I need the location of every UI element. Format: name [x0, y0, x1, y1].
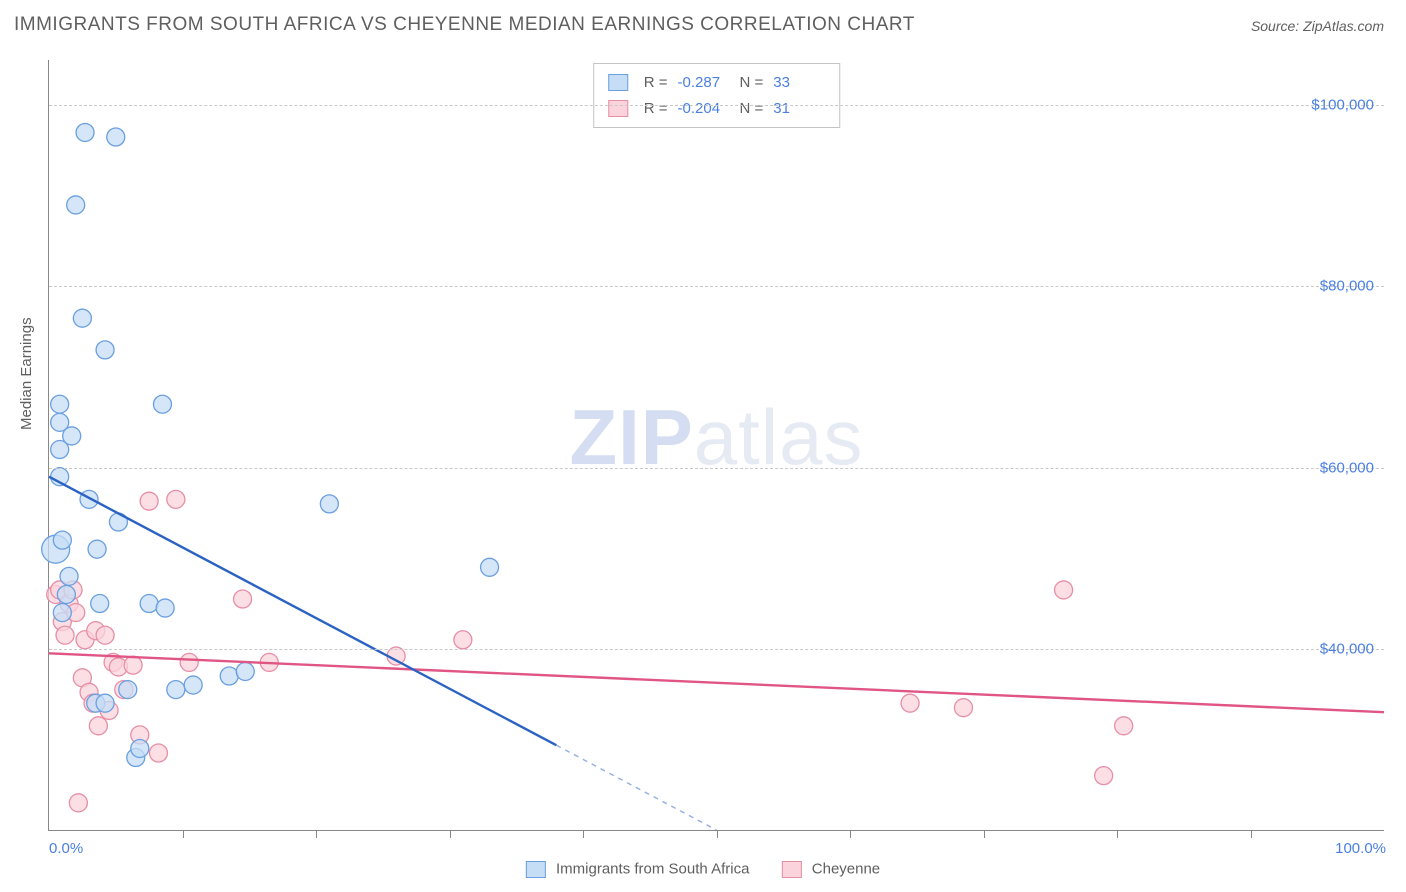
- trendline: [49, 653, 1384, 712]
- data-point: [1095, 767, 1113, 785]
- series-legend: Immigrants from South Africa Cheyenne: [512, 860, 894, 878]
- x-max-label: 100.0%: [1335, 840, 1386, 857]
- gridline: [49, 468, 1384, 469]
- y-axis-label: Median Earnings: [18, 317, 35, 430]
- data-point: [901, 694, 919, 712]
- y-tick-label: $40,000: [1320, 640, 1374, 657]
- trendline-extrapolated: [556, 745, 716, 830]
- data-point: [149, 744, 167, 762]
- data-point: [131, 739, 149, 757]
- data-point: [320, 495, 338, 513]
- data-point: [1115, 717, 1133, 735]
- y-tick-label: $80,000: [1320, 278, 1374, 295]
- chart-title: IMMIGRANTS FROM SOUTH AFRICA VS CHEYENNE…: [14, 14, 915, 36]
- data-point: [140, 595, 158, 613]
- series1-label: Immigrants from South Africa: [556, 861, 749, 878]
- data-point: [63, 427, 81, 445]
- swatch-series2-bottom: [782, 861, 802, 878]
- x-tick: [984, 830, 985, 838]
- data-point: [124, 656, 142, 674]
- data-point: [107, 128, 125, 146]
- data-point: [73, 309, 91, 327]
- gridline: [49, 286, 1384, 287]
- plot-area: ZIPatlas R = -0.287 N = 33 R = -0.204 N …: [48, 60, 1384, 831]
- y-tick-label: $100,000: [1311, 97, 1374, 114]
- data-point: [96, 626, 114, 644]
- source-attribution: Source: ZipAtlas.com: [1251, 18, 1384, 34]
- x-tick: [583, 830, 584, 838]
- data-point: [96, 341, 114, 359]
- data-point: [156, 599, 174, 617]
- data-point: [236, 662, 254, 680]
- source-value: ZipAtlas.com: [1303, 18, 1384, 34]
- data-point: [69, 794, 87, 812]
- data-point: [80, 490, 98, 508]
- data-point: [60, 567, 78, 585]
- data-point: [89, 717, 107, 735]
- data-point: [76, 123, 94, 141]
- data-point: [184, 676, 202, 694]
- x-tick: [1251, 830, 1252, 838]
- data-point: [88, 540, 106, 558]
- x-tick: [1117, 830, 1118, 838]
- legend-item-series1: Immigrants from South Africa: [526, 860, 754, 877]
- data-point: [1055, 581, 1073, 599]
- swatch-series1-bottom: [526, 861, 546, 878]
- x-tick: [183, 830, 184, 838]
- x-min-label: 0.0%: [49, 840, 83, 857]
- gridline: [49, 105, 1384, 106]
- gridline: [49, 649, 1384, 650]
- data-point: [56, 626, 74, 644]
- data-point: [57, 585, 75, 603]
- chart-svg: [49, 60, 1384, 830]
- x-tick: [850, 830, 851, 838]
- data-point: [954, 699, 972, 717]
- data-point: [67, 196, 85, 214]
- data-point: [454, 631, 472, 649]
- x-tick: [316, 830, 317, 838]
- trendline: [49, 477, 556, 746]
- y-tick-label: $60,000: [1320, 459, 1374, 476]
- data-point: [140, 492, 158, 510]
- data-point: [481, 558, 499, 576]
- source-label: Source:: [1251, 18, 1299, 34]
- data-point: [234, 590, 252, 608]
- data-point: [180, 653, 198, 671]
- series2-label: Cheyenne: [812, 861, 880, 878]
- data-point: [220, 667, 238, 685]
- data-point: [53, 531, 71, 549]
- legend-item-series2: Cheyenne: [782, 860, 881, 877]
- data-point: [53, 604, 71, 622]
- x-tick: [717, 830, 718, 838]
- data-point: [51, 395, 69, 413]
- x-tick: [450, 830, 451, 838]
- data-point: [96, 694, 114, 712]
- data-point: [153, 395, 171, 413]
- data-point: [167, 681, 185, 699]
- data-point: [91, 595, 109, 613]
- data-point: [119, 681, 137, 699]
- data-point: [167, 490, 185, 508]
